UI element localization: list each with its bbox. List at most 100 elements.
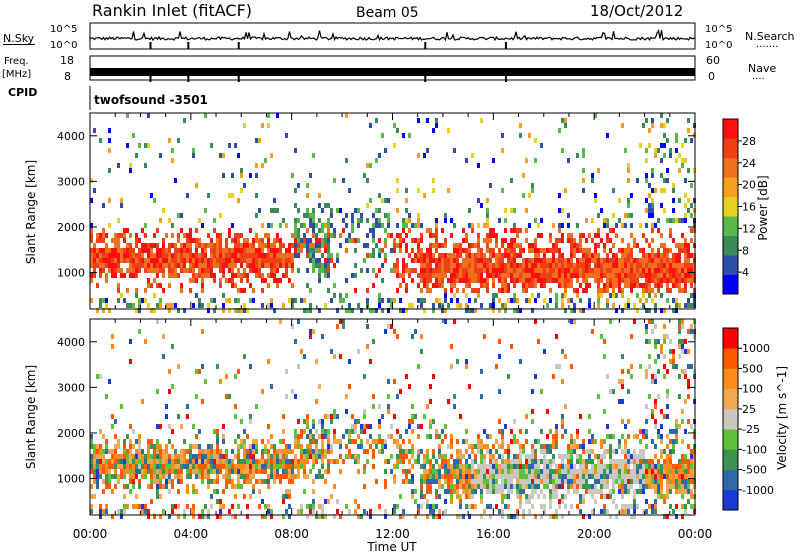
heatmap-cell	[567, 449, 570, 454]
heatmap-cell	[177, 459, 180, 464]
heatmap-cell	[438, 298, 441, 303]
heatmap-cell	[651, 439, 654, 444]
heatmap-cell	[630, 288, 633, 293]
heatmap-cell	[630, 248, 633, 253]
heatmap-cell	[678, 374, 681, 379]
heatmap-cell	[186, 243, 189, 248]
heatmap-cell	[522, 514, 525, 519]
heatmap-cell	[204, 459, 207, 464]
heatmap-cell	[372, 228, 375, 233]
heatmap-cell	[192, 148, 195, 153]
heatmap-cell	[639, 449, 642, 454]
heatmap-cell	[333, 228, 336, 233]
heatmap-cell	[135, 494, 138, 499]
heatmap-cell	[477, 243, 480, 248]
heatmap-cell	[444, 479, 447, 484]
heatmap-cell	[144, 504, 147, 509]
heatmap-cell	[627, 198, 630, 203]
heatmap-cell	[513, 268, 516, 273]
heatmap-cell	[462, 469, 465, 474]
heatmap-cell	[144, 263, 147, 268]
heatmap-cell	[645, 238, 648, 243]
heatmap-cell	[165, 474, 168, 479]
heatmap-cell	[471, 228, 474, 233]
heatmap-cell	[201, 509, 204, 514]
heatmap-cell	[318, 193, 321, 198]
heatmap-cell	[648, 479, 651, 484]
heatmap-cell	[678, 344, 681, 349]
heatmap-cell	[384, 444, 387, 449]
heatmap-cell	[168, 489, 171, 494]
heatmap-cell	[402, 308, 405, 313]
heatmap-cell	[564, 308, 567, 313]
heatmap-cell	[117, 474, 120, 479]
heatmap-cell	[423, 268, 426, 273]
heatmap-cell	[564, 273, 567, 278]
heatmap-cell	[177, 238, 180, 243]
heatmap-cell	[612, 293, 615, 298]
heatmap-cell	[561, 258, 564, 263]
heatmap-cell	[93, 188, 96, 193]
heatmap-cell	[213, 278, 216, 283]
heatmap-cell	[177, 213, 180, 218]
heatmap-cell	[513, 253, 516, 258]
heatmap-cell	[618, 288, 621, 293]
heatmap-cell	[216, 238, 219, 243]
heatmap-cell	[672, 183, 675, 188]
heatmap-cell	[168, 369, 171, 374]
heatmap-cell	[255, 258, 258, 263]
heatmap-cell	[384, 439, 387, 444]
heatmap-cell	[174, 454, 177, 459]
heatmap-cell	[141, 504, 144, 509]
power-colorbar-label: Power [dB]	[756, 175, 770, 240]
heatmap-cell	[276, 474, 279, 479]
heatmap-cell	[621, 484, 624, 489]
heatmap-cell	[678, 218, 681, 223]
heatmap-cell	[423, 273, 426, 278]
heatmap-cell	[210, 459, 213, 464]
heatmap-cell	[582, 514, 585, 519]
heatmap-cell	[228, 479, 231, 484]
heatmap-cell	[546, 464, 549, 469]
heatmap-cell	[678, 459, 681, 464]
heatmap-cell	[537, 273, 540, 278]
heatmap-cell	[666, 178, 669, 183]
heatmap-cell	[261, 439, 264, 444]
heatmap-cell	[624, 469, 627, 474]
heatmap-cell	[462, 238, 465, 243]
heatmap-cell	[468, 258, 471, 263]
heatmap-cell	[447, 263, 450, 268]
heatmap-cell	[495, 238, 498, 243]
heatmap-cell	[291, 479, 294, 484]
heatmap-cell	[378, 268, 381, 273]
heatmap-cell	[456, 273, 459, 278]
heatmap-cell	[249, 298, 252, 303]
heatmap-cell	[447, 444, 450, 449]
heatmap-cell	[330, 298, 333, 303]
heatmap-cell	[282, 469, 285, 474]
heatmap-cell	[255, 233, 258, 238]
heatmap-cell	[564, 454, 567, 459]
heatmap-cell	[336, 308, 339, 313]
heatmap-cell	[459, 449, 462, 454]
heatmap-cell	[519, 133, 522, 138]
heatmap-cell	[132, 273, 135, 278]
heatmap-cell	[576, 153, 579, 158]
heatmap-cell	[606, 238, 609, 243]
heatmap-cell	[429, 384, 432, 389]
heatmap-cell	[570, 474, 573, 479]
heatmap-cell	[267, 233, 270, 238]
heatmap-cell	[618, 474, 621, 479]
heatmap-cell	[180, 474, 183, 479]
heatmap-cell	[501, 133, 504, 138]
heatmap-cell	[132, 253, 135, 258]
heatmap-cell	[177, 514, 180, 519]
heatmap-cell	[177, 454, 180, 459]
heatmap-cell	[102, 464, 105, 469]
heatmap-cell	[186, 238, 189, 243]
heatmap-cell	[618, 263, 621, 268]
heatmap-cell	[162, 454, 165, 459]
heatmap-cell	[534, 484, 537, 489]
heatmap-cell	[489, 469, 492, 474]
heatmap-cell	[93, 273, 96, 278]
